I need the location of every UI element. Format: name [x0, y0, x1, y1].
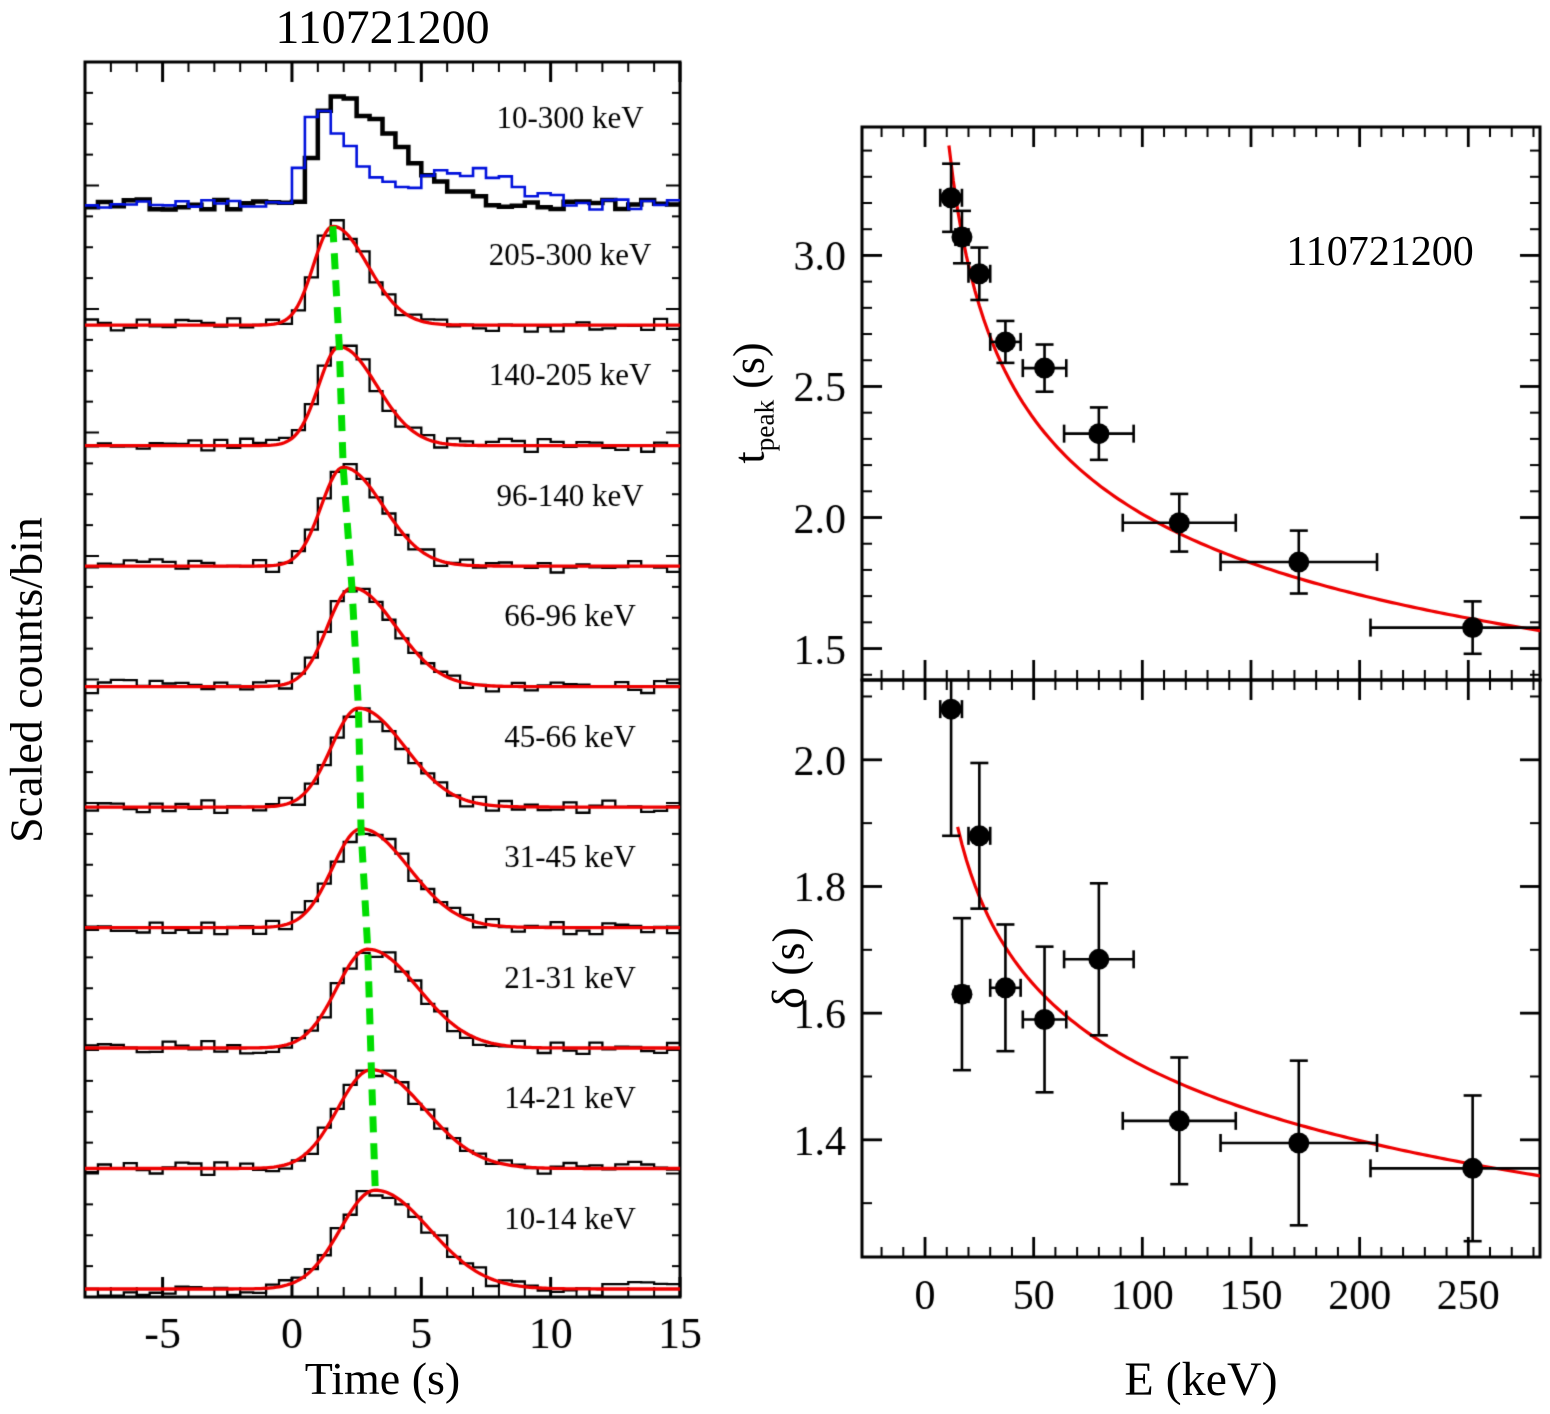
lightcurve-and-fit-canvas	[0, 0, 1550, 1414]
grb-pulse-figure: 110721200 Time (s) Scaled counts/bin tpe…	[0, 0, 1550, 1414]
